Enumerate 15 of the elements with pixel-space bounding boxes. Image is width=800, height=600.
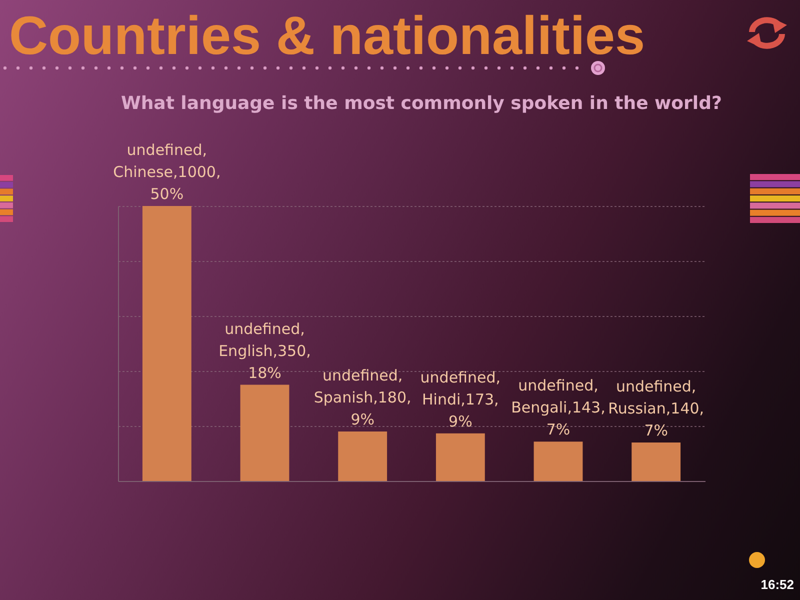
- chart-subtitle: What language is the most commonly spoken in the world?: [121, 93, 722, 115]
- data-label: undefined,English,350,: [218, 320, 311, 360]
- data-label: undefined,Chinese,1000,: [113, 141, 221, 181]
- annotation: 7%: [644, 422, 668, 440]
- annotation: 9%: [448, 412, 472, 430]
- annotation: 9%: [350, 410, 374, 428]
- text: 16:52: [760, 577, 794, 592]
- annotation: 18%: [248, 364, 282, 382]
- data-label: undefined,Spanish,180,: [314, 366, 412, 406]
- data-label: undefined,Russian,140,: [608, 378, 704, 418]
- data-label: undefined,Bengali,143,: [511, 376, 606, 417]
- annotation: 50%: [150, 185, 184, 203]
- data-label: undefined,Hindi,173,: [420, 368, 501, 408]
- chart-title: Countries & nationalities: [9, 6, 646, 66]
- annotation: 7%: [546, 420, 570, 439]
